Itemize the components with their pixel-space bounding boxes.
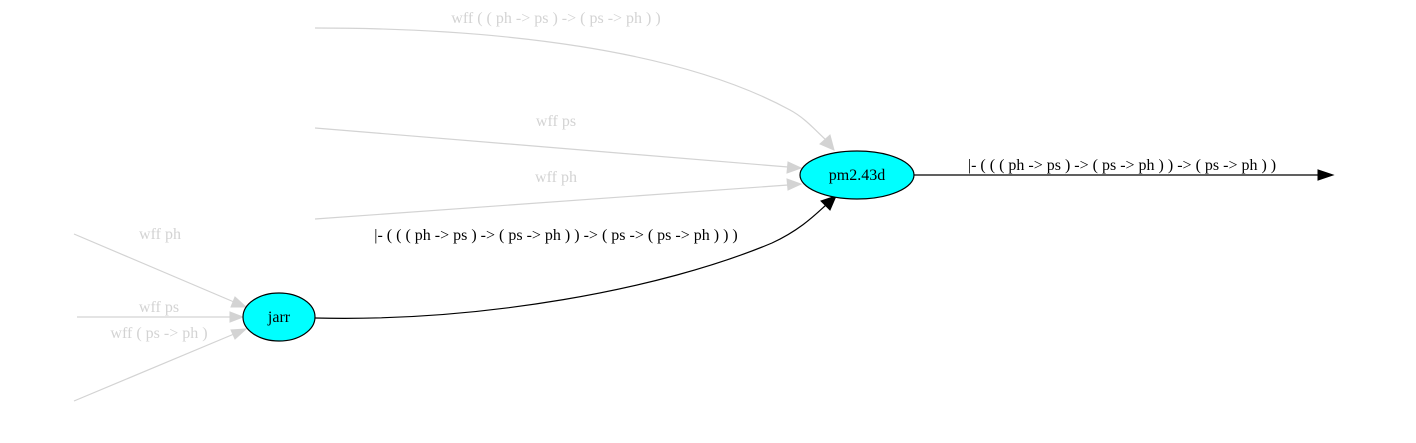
edge-label: wff ph	[139, 226, 181, 243]
edge-label: wff ph	[535, 169, 577, 186]
edge-wff-ps-top: wff ps	[314, 113, 803, 174]
edge-label: wff ( ( ph -> ps ) -> ( ps -> ph ) )	[451, 10, 660, 27]
edge-wff-ps-left: wff ps	[77, 299, 245, 323]
edge-wff-ph-top: wff ph	[314, 169, 803, 220]
edge-pm243d-output: |- ( ( ( ph -> ps ) -> ( ps -> ph ) ) ->…	[914, 157, 1335, 181]
edge-wff-ps-ph-left: wff ( ps -> ph )	[73, 325, 248, 402]
arrowhead	[230, 328, 248, 340]
edge-label: wff ( ps -> ph )	[110, 325, 207, 342]
arrowhead	[229, 311, 245, 323]
edge-label: |- ( ( ( ph -> ps ) -> ( ps -> ph ) ) ->…	[968, 157, 1276, 174]
edge-label: wff ps	[139, 299, 179, 316]
node-pm243d-shape	[799, 150, 915, 200]
arrowhead	[230, 296, 248, 308]
node-pm243d-label: pm2.43d	[829, 167, 885, 184]
node-jarr-shape	[242, 292, 316, 342]
arrowhead	[819, 134, 835, 151]
node-jarr[interactable]: jarr	[242, 292, 316, 342]
edge-jarr-to-pm243d: |- ( ( ( ph -> ps ) -> ( ps -> ph ) ) ->…	[314, 195, 837, 319]
edge-label: |- ( ( ( ph -> ps ) -> ( ps -> ph ) ) ->…	[374, 227, 737, 244]
arrowhead	[820, 195, 837, 211]
arrowhead	[1317, 169, 1335, 181]
edge-label: wff ps	[536, 113, 576, 130]
arrowhead	[786, 178, 803, 191]
node-jarr-label: jarr	[267, 309, 291, 326]
arrowhead	[786, 161, 803, 174]
node-pm243d[interactable]: pm2.43d	[799, 150, 915, 200]
edge-wff-ph-ps-ps-ph: wff ( ( ph -> ps ) -> ( ps -> ph ) )	[314, 10, 835, 151]
edge-wff-ph-left: wff ph	[73, 226, 248, 308]
